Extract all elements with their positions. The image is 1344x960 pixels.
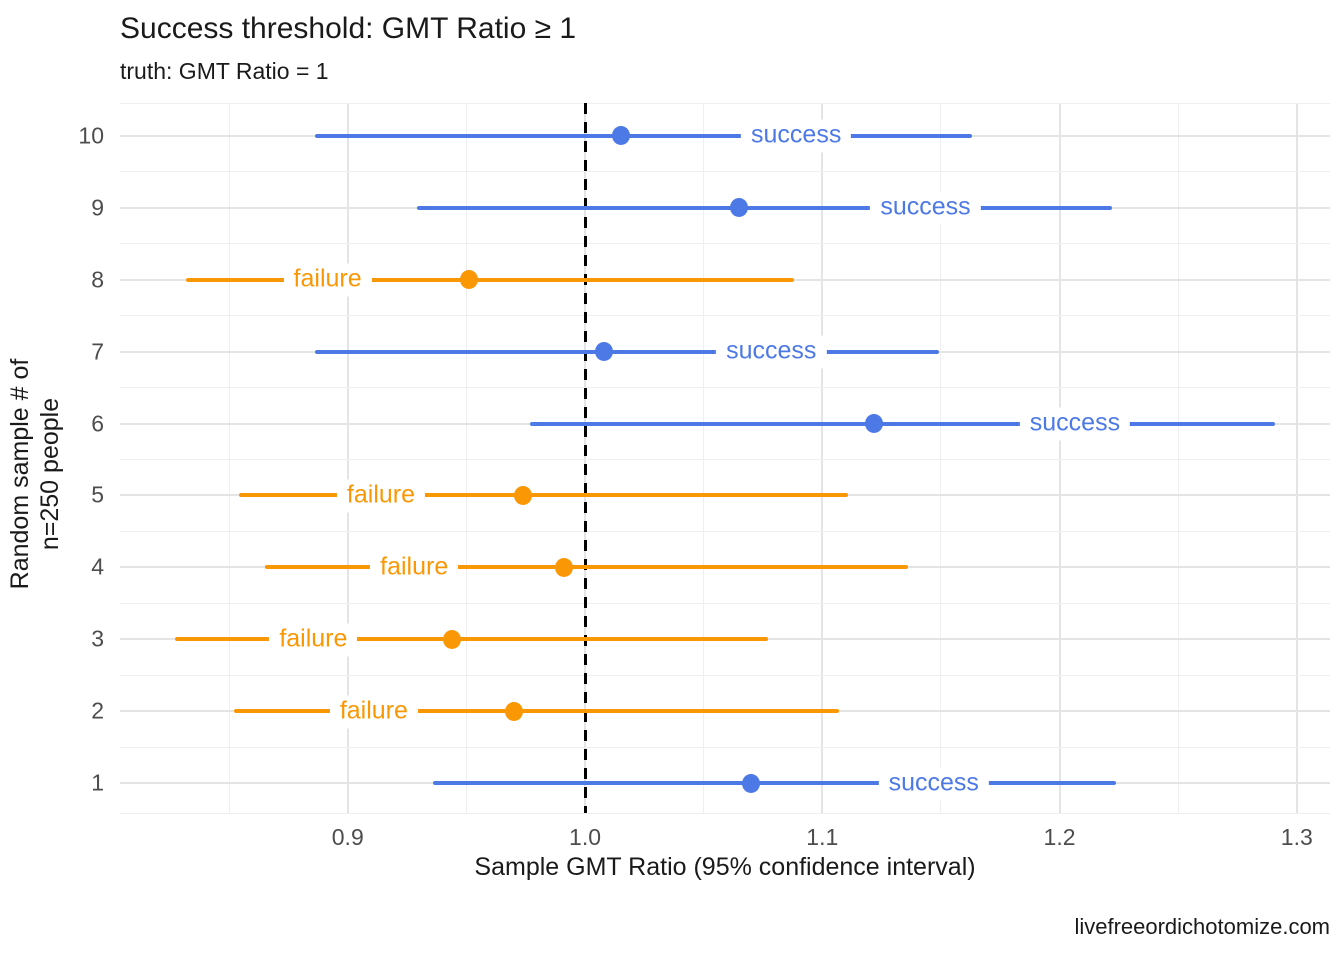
point-estimate-sample-6	[865, 414, 884, 434]
outcome-label-sample-9: success	[870, 191, 981, 225]
y-tick-label-6: 6	[91, 410, 104, 437]
y-tick-label-7: 7	[91, 338, 104, 365]
outcome-label-sample-4: failure	[370, 551, 459, 585]
minor-gridline-y	[120, 674, 1330, 676]
point-estimate-sample-10	[611, 126, 630, 146]
point-estimate-sample-4	[554, 557, 573, 577]
point-estimate-sample-7	[595, 342, 613, 362]
minor-gridline-y	[120, 812, 1330, 814]
truth-reference-line	[583, 103, 587, 813]
y-tick-label-4: 4	[91, 553, 104, 580]
x-tick-label-0.9: 0.9	[331, 824, 364, 850]
minor-gridline-y	[120, 315, 1330, 317]
minor-gridline-x	[465, 103, 467, 813]
minor-gridline-x	[940, 103, 942, 813]
minor-gridline-y	[120, 530, 1330, 532]
point-estimate-sample-3	[443, 629, 462, 649]
y-tick-label-9: 9	[91, 194, 104, 221]
minor-gridline-y	[120, 746, 1330, 748]
ci-line-sample-7	[314, 349, 939, 354]
ci-line-sample-3	[174, 637, 768, 642]
y-tick-label-8: 8	[91, 266, 104, 293]
ci-line-sample-8	[186, 277, 794, 282]
y-axis-title-line1: Random sample # of	[6, 358, 34, 590]
ci-line-sample-6	[530, 421, 1276, 426]
y-tick-label-10: 10	[78, 122, 104, 149]
x-tick-label-1.1: 1.1	[806, 824, 839, 850]
outcome-label-sample-5: failure	[336, 479, 426, 513]
minor-gridline-x	[703, 103, 705, 813]
outcome-label-sample-1: success	[878, 767, 989, 800]
point-estimate-sample-9	[730, 198, 749, 218]
y-tick-label-2: 2	[91, 697, 104, 724]
minor-gridline-x	[228, 103, 230, 813]
chart-subtitle: truth: GMT Ratio = 1	[120, 58, 329, 84]
ci-line-sample-4	[264, 565, 908, 570]
major-gridline-x	[1295, 103, 1298, 813]
ci-line-sample-10	[314, 133, 972, 138]
major-gridline-x	[346, 103, 349, 813]
outcome-label-sample-6: success	[1019, 407, 1131, 441]
outcome-label-sample-10: success	[741, 119, 852, 153]
minor-gridline-y	[120, 243, 1330, 245]
point-estimate-sample-8	[459, 270, 478, 290]
x-tick-label-1.0: 1.0	[569, 824, 602, 850]
chart-title: Success threshold: GMT Ratio ≥ 1	[120, 12, 577, 45]
source-caption: livefreeordichotomize.com	[1074, 914, 1330, 939]
ci-line-sample-5	[238, 493, 849, 498]
minor-gridline-y	[120, 602, 1330, 604]
x-tick-label-1.2: 1.2	[1043, 824, 1076, 850]
outcome-label-sample-7: success	[716, 335, 827, 369]
point-estimate-sample-2	[504, 701, 523, 721]
x-tick-label-1.3: 1.3	[1280, 824, 1313, 850]
ci-line-sample-2	[233, 709, 839, 714]
y-tick-label-5: 5	[91, 481, 104, 508]
outcome-label-sample-3: failure	[269, 623, 358, 657]
outcome-label-sample-2: failure	[329, 695, 418, 729]
y-axis-title: Random sample # of n=250 people	[5, 264, 65, 684]
ci-line-sample-9	[416, 205, 1112, 210]
x-axis-title: Sample GMT Ratio (95% confidence interva…	[474, 853, 976, 881]
y-tick-label-3: 3	[91, 625, 104, 652]
outcome-label-sample-8: failure	[283, 263, 372, 297]
minor-gridline-y	[120, 458, 1330, 460]
y-tick-label-1: 1	[91, 769, 104, 796]
minor-gridline-y	[120, 171, 1330, 173]
major-gridline-x	[1058, 103, 1061, 813]
minor-gridline-x	[1177, 103, 1179, 813]
ci-line-sample-1	[433, 781, 1117, 785]
point-estimate-sample-5	[514, 485, 533, 505]
minor-gridline-y	[120, 102, 1330, 104]
major-gridline-x	[821, 103, 824, 813]
point-estimate-sample-1	[742, 773, 761, 793]
minor-gridline-y	[120, 387, 1330, 389]
y-axis-title-line2: n=250 people	[36, 397, 64, 551]
